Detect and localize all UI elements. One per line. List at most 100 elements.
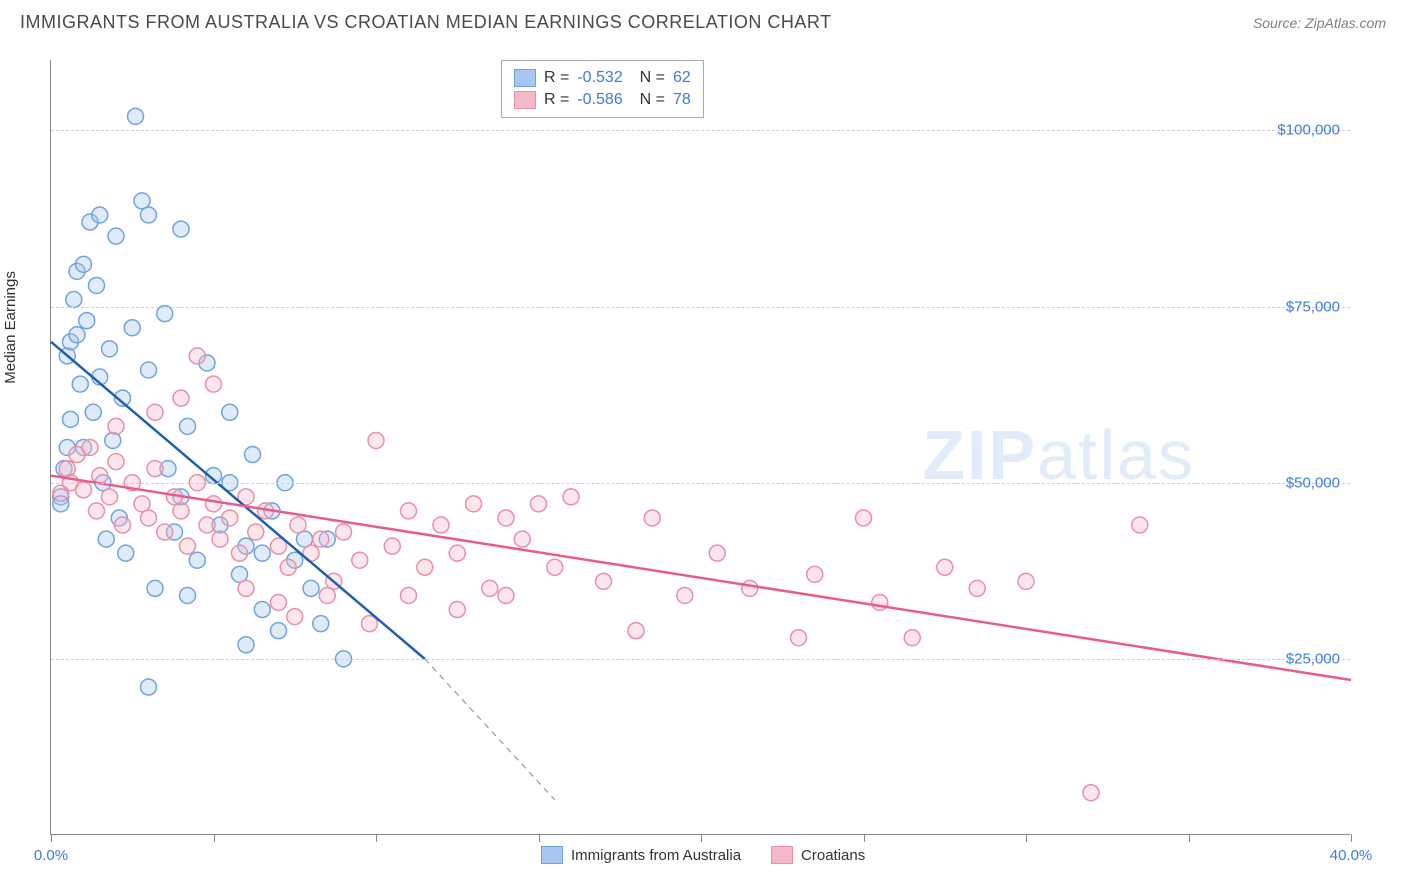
data-point-series-1 xyxy=(102,489,118,505)
data-point-series-1 xyxy=(232,545,248,561)
tick-v xyxy=(1189,834,1190,842)
data-point-series-1 xyxy=(336,524,352,540)
gridline-h xyxy=(51,307,1350,308)
tick-v xyxy=(51,834,52,842)
data-point-series-0 xyxy=(180,587,196,603)
data-point-series-1 xyxy=(856,510,872,526)
data-point-series-0 xyxy=(118,545,134,561)
data-point-series-1 xyxy=(709,545,725,561)
xtick-label: 0.0% xyxy=(34,847,68,864)
data-point-series-0 xyxy=(76,256,92,272)
data-point-series-1 xyxy=(644,510,660,526)
data-point-series-0 xyxy=(189,552,205,568)
data-point-series-1 xyxy=(531,496,547,512)
data-point-series-0 xyxy=(72,376,88,392)
trendline-extrapolation-series-0 xyxy=(425,659,555,800)
data-point-series-0 xyxy=(180,418,196,434)
tick-v xyxy=(1351,834,1352,842)
ytick-label: $75,000 xyxy=(1286,298,1340,315)
data-point-series-1 xyxy=(89,503,105,519)
data-point-series-1 xyxy=(173,390,189,406)
data-point-series-1 xyxy=(937,559,953,575)
data-point-series-1 xyxy=(206,376,222,392)
data-point-series-1 xyxy=(189,348,205,364)
data-point-series-1 xyxy=(677,587,693,603)
swatch-series-1 xyxy=(514,91,536,109)
data-point-series-0 xyxy=(108,228,124,244)
data-point-series-1 xyxy=(313,531,329,547)
data-point-series-1 xyxy=(115,517,131,533)
data-point-series-0 xyxy=(245,447,261,463)
data-point-series-1 xyxy=(742,580,758,596)
data-point-series-1 xyxy=(1083,785,1099,801)
data-point-series-1 xyxy=(271,595,287,611)
data-point-series-1 xyxy=(969,580,985,596)
data-point-series-0 xyxy=(102,341,118,357)
data-point-series-1 xyxy=(596,573,612,589)
data-point-series-0 xyxy=(141,679,157,695)
data-point-series-1 xyxy=(108,418,124,434)
data-point-series-1 xyxy=(514,531,530,547)
data-point-series-0 xyxy=(85,404,101,420)
data-point-series-1 xyxy=(401,503,417,519)
data-point-series-1 xyxy=(433,517,449,533)
ytick-label: $50,000 xyxy=(1286,474,1340,491)
data-point-series-1 xyxy=(498,510,514,526)
tick-v xyxy=(376,834,377,842)
chart-title: IMMIGRANTS FROM AUSTRALIA VS CROATIAN ME… xyxy=(20,12,832,33)
scatter-svg xyxy=(51,60,1350,834)
swatch-series-0 xyxy=(514,69,536,87)
data-point-series-0 xyxy=(303,580,319,596)
swatch-bottom-1 xyxy=(771,846,793,864)
data-point-series-1 xyxy=(199,517,215,533)
data-point-series-1 xyxy=(904,630,920,646)
data-point-series-1 xyxy=(563,489,579,505)
data-point-series-1 xyxy=(807,566,823,582)
tick-v xyxy=(539,834,540,842)
tick-v xyxy=(214,834,215,842)
data-point-series-1 xyxy=(141,510,157,526)
data-point-series-1 xyxy=(212,531,228,547)
data-point-series-0 xyxy=(98,531,114,547)
data-point-series-1 xyxy=(449,602,465,618)
data-point-series-1 xyxy=(384,538,400,554)
data-point-series-0 xyxy=(173,221,189,237)
data-point-series-0 xyxy=(79,313,95,329)
data-point-series-1 xyxy=(319,587,335,603)
legend-item-0: Immigrants from Australia xyxy=(541,846,741,864)
yaxis-title: Median Earnings xyxy=(2,271,19,384)
data-point-series-0 xyxy=(124,320,140,336)
gridline-h xyxy=(51,659,1350,660)
data-point-series-1 xyxy=(872,595,888,611)
data-point-series-1 xyxy=(1132,517,1148,533)
data-point-series-0 xyxy=(89,277,105,293)
data-point-series-1 xyxy=(449,545,465,561)
data-point-series-1 xyxy=(401,587,417,603)
data-point-series-1 xyxy=(498,587,514,603)
data-point-series-1 xyxy=(76,482,92,498)
data-point-series-1 xyxy=(290,517,306,533)
data-point-series-0 xyxy=(238,637,254,653)
data-point-series-1 xyxy=(147,461,163,477)
data-point-series-1 xyxy=(222,510,238,526)
data-point-series-1 xyxy=(482,580,498,596)
data-point-series-1 xyxy=(368,432,384,448)
data-point-series-0 xyxy=(147,580,163,596)
data-point-series-0 xyxy=(157,306,173,322)
tick-v xyxy=(1026,834,1027,842)
data-point-series-1 xyxy=(180,538,196,554)
data-point-series-1 xyxy=(157,524,173,540)
series-legend: Immigrants from Australia Croatians xyxy=(541,846,865,864)
data-point-series-0 xyxy=(105,432,121,448)
data-point-series-1 xyxy=(466,496,482,512)
data-point-series-1 xyxy=(108,454,124,470)
data-point-series-1 xyxy=(173,503,189,519)
chart-header: IMMIGRANTS FROM AUSTRALIA VS CROATIAN ME… xyxy=(0,0,1406,41)
correlation-legend: R = -0.532 N = 62 R = -0.586 N = 78 xyxy=(501,60,704,118)
data-point-series-1 xyxy=(417,559,433,575)
data-point-series-1 xyxy=(82,440,98,456)
swatch-bottom-0 xyxy=(541,846,563,864)
data-point-series-0 xyxy=(254,602,270,618)
data-point-series-0 xyxy=(66,292,82,308)
data-point-series-0 xyxy=(92,207,108,223)
